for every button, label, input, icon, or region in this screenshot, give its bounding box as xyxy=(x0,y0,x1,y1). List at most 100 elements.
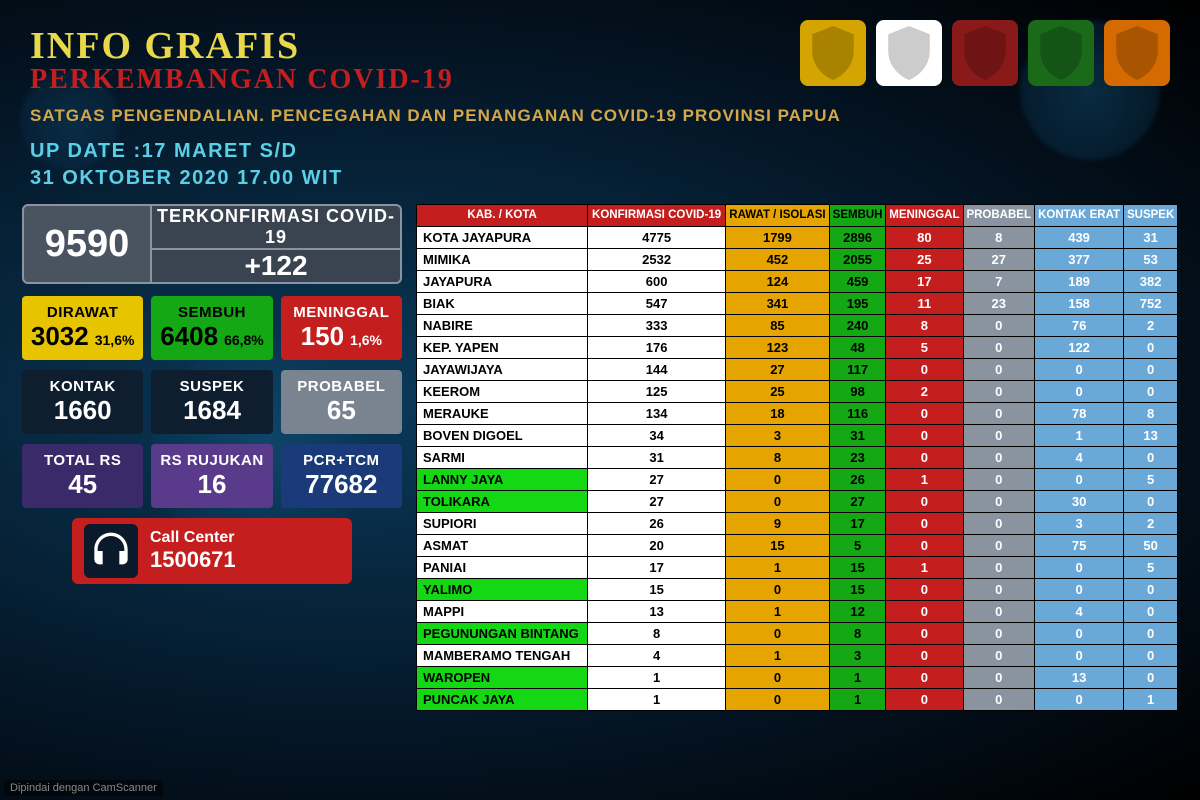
data-cell: 752 xyxy=(1124,293,1178,315)
region-cell: LANNY JAYA xyxy=(417,469,588,491)
table-row: ASMAT20155007550 xyxy=(417,535,1178,557)
stat-meninggal: MENINGGAL1501,6% xyxy=(281,296,402,360)
data-cell: 0 xyxy=(1124,623,1178,645)
subtitle: SATGAS PENGENDALIAN. PENCEGAHAN DAN PENA… xyxy=(30,106,1170,126)
data-cell: 31 xyxy=(829,425,885,447)
data-cell: 0 xyxy=(963,579,1034,601)
data-cell: 0 xyxy=(1124,337,1178,359)
data-cell: 0 xyxy=(886,667,963,689)
data-cell: 0 xyxy=(1124,359,1178,381)
data-cell: 17 xyxy=(886,271,963,293)
data-cell: 2 xyxy=(886,381,963,403)
data-cell: 240 xyxy=(829,315,885,337)
scanner-watermark: Dipindai dengan CamScanner xyxy=(4,780,163,796)
data-cell: 5 xyxy=(1124,469,1178,491)
data-cell: 0 xyxy=(963,359,1034,381)
data-cell: 0 xyxy=(963,623,1034,645)
agency-logo xyxy=(952,20,1018,86)
data-cell: 8 xyxy=(1124,403,1178,425)
table-header-cell: RAWAT / ISOLASI xyxy=(725,205,829,227)
stat-label: PROBABEL xyxy=(297,378,385,395)
data-cell: 5 xyxy=(886,337,963,359)
data-cell: 122 xyxy=(1034,337,1123,359)
data-cell: 333 xyxy=(588,315,726,337)
data-cell: 125 xyxy=(588,381,726,403)
data-cell: 1 xyxy=(725,645,829,667)
data-cell: 0 xyxy=(725,579,829,601)
table-row: MAPPI131120040 xyxy=(417,601,1178,623)
data-cell: 78 xyxy=(1034,403,1123,425)
table-header-cell: KONTAK ERAT xyxy=(1034,205,1123,227)
agency-logo xyxy=(876,20,942,86)
table-row: JAYAWIJAYA144271170000 xyxy=(417,359,1178,381)
stat-label: PCR+TCM xyxy=(303,452,379,469)
data-cell: 0 xyxy=(1124,601,1178,623)
table-header-cell: SEMBUH xyxy=(829,205,885,227)
data-cell: 1 xyxy=(829,689,885,711)
data-cell: 31 xyxy=(1124,227,1178,249)
data-cell: 0 xyxy=(1034,469,1123,491)
region-cell: KEP. YAPEN xyxy=(417,337,588,359)
stat-pct: 66,8% xyxy=(224,332,264,348)
data-cell: 17 xyxy=(588,557,726,579)
table-row: YALIMO150150000 xyxy=(417,579,1178,601)
table-row: KOTA JAYAPURA47751799289680843931 xyxy=(417,227,1178,249)
stat-pct: 1,6% xyxy=(350,332,382,348)
region-cell: NABIRE xyxy=(417,315,588,337)
stat-value: 1684 xyxy=(183,395,241,426)
data-cell: 0 xyxy=(1034,557,1123,579)
data-cell: 0 xyxy=(886,579,963,601)
stat-label: KONTAK xyxy=(50,378,116,395)
data-cell: 0 xyxy=(963,557,1034,579)
region-cell: JAYAWIJAYA xyxy=(417,359,588,381)
data-cell: 0 xyxy=(1034,381,1123,403)
stat-label: TOTAL RS xyxy=(44,452,121,469)
data-cell: 600 xyxy=(588,271,726,293)
data-cell: 9 xyxy=(725,513,829,535)
agency-logo xyxy=(1104,20,1170,86)
table-row: TOLIKARA2702700300 xyxy=(417,491,1178,513)
data-cell: 1 xyxy=(829,667,885,689)
data-cell: 1799 xyxy=(725,227,829,249)
region-cell: ASMAT xyxy=(417,535,588,557)
data-cell: 144 xyxy=(588,359,726,381)
data-cell: 0 xyxy=(1034,359,1123,381)
region-cell: BIAK xyxy=(417,293,588,315)
data-cell: 0 xyxy=(886,403,963,425)
data-cell: 0 xyxy=(725,667,829,689)
left-stats-panel: 9590 TERKONFIRMASI COVID-19 +122 DIRAWAT… xyxy=(22,204,402,711)
table-row: PUNCAK JAYA1010001 xyxy=(417,689,1178,711)
stat-value: 16 xyxy=(198,469,227,500)
region-cell: KOTA JAYAPURA xyxy=(417,227,588,249)
data-cell: 0 xyxy=(725,491,829,513)
data-cell: 80 xyxy=(886,227,963,249)
data-cell: 0 xyxy=(886,535,963,557)
update-prefix: UP DATE : xyxy=(30,140,142,162)
table-row: JAYAPURA600124459177189382 xyxy=(417,271,1178,293)
table-header-cell: MENINGGAL xyxy=(886,205,963,227)
data-cell: 27 xyxy=(725,359,829,381)
confirmed-label: TERKONFIRMASI COVID-19 xyxy=(152,204,402,250)
stat-rsrujukan: RS RUJUKAN16 xyxy=(151,444,272,508)
table-row: BIAK5473411951123158752 xyxy=(417,293,1178,315)
data-cell: 3 xyxy=(1034,513,1123,535)
data-cell: 4 xyxy=(1034,447,1123,469)
region-cell: WAROPEN xyxy=(417,667,588,689)
data-cell: 1 xyxy=(886,469,963,491)
call-center-box: Call Center 1500671 xyxy=(72,518,352,584)
data-cell: 11 xyxy=(886,293,963,315)
data-cell: 1 xyxy=(725,557,829,579)
data-cell: 98 xyxy=(829,381,885,403)
stat-dirawat: DIRAWAT303231,6% xyxy=(22,296,143,360)
stat-value: 150 xyxy=(301,321,344,352)
stat-label: DIRAWAT xyxy=(47,304,119,321)
region-cell: TOLIKARA xyxy=(417,491,588,513)
table-row: LANNY JAYA270261005 xyxy=(417,469,1178,491)
data-cell: 0 xyxy=(1124,491,1178,513)
data-cell: 8 xyxy=(886,315,963,337)
table-header-cell: PROBABEL xyxy=(963,205,1034,227)
stat-value: 45 xyxy=(68,469,97,500)
table-row: SARMI318230040 xyxy=(417,447,1178,469)
region-cell: PUNCAK JAYA xyxy=(417,689,588,711)
data-cell: 26 xyxy=(588,513,726,535)
